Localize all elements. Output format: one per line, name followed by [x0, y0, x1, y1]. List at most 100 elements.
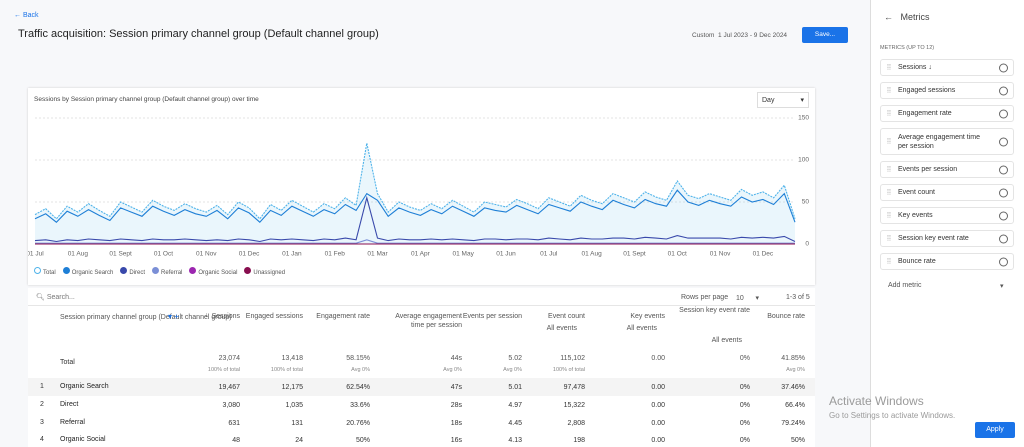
row-cell: 19,467	[218, 384, 240, 391]
legend-swatch	[244, 267, 252, 274]
metric-item[interactable]: Event count ⁞⁞	[880, 184, 1014, 201]
column-header: Events per session	[462, 313, 522, 320]
metric-item[interactable]: Average engagement time per session ⁞⁞	[880, 128, 1014, 155]
x-tick-label: 01 Oct	[154, 251, 173, 258]
x-tick-label: 01 Sept	[623, 251, 646, 258]
drag-handle: ⁞⁞	[887, 235, 891, 242]
add-metric[interactable]: Add metric ▾	[888, 282, 1004, 290]
legend-swatch	[120, 267, 128, 274]
search[interactable]: 🔍︎ Search...	[36, 294, 75, 301]
legend-label: Organic Search	[71, 270, 114, 276]
row-cell: 4.45	[508, 420, 522, 427]
total-cell: 13,418	[281, 355, 303, 362]
legend-item[interactable]: Total	[34, 267, 56, 276]
x-tick-label: 01 Aug	[68, 251, 89, 258]
chart: 0 50 100 150 01 Jul 01 Aug 01 Sept 01 Oct 01 Nov…	[28, 115, 810, 258]
row-cell: 50%	[790, 437, 805, 444]
column-header: Bounce rate	[767, 313, 805, 320]
y-tick-label: 100	[798, 157, 809, 164]
x-tick-label: 01 Sept	[109, 251, 132, 258]
row-cell: 66.4%	[785, 402, 805, 409]
granularity-select[interactable]: Day ▾	[757, 92, 809, 108]
legend-item[interactable]: Organic Search	[62, 267, 114, 276]
drag-handle: ⁞⁞	[887, 166, 891, 173]
x-tick-label: 01 Jan	[282, 251, 302, 258]
x-tick-label: 01 Dec	[239, 251, 260, 258]
row-cell: 62.54%	[346, 384, 370, 391]
rows-per-page-label: Rows per page	[681, 294, 729, 301]
legend-label: Total	[43, 270, 56, 276]
divider	[28, 305, 815, 306]
metric-item[interactable]: Bounce rate ⁞⁞	[880, 253, 1014, 270]
series-line	[34, 195, 796, 243]
remove-icon	[999, 211, 1008, 220]
row-number: 3	[40, 419, 44, 426]
remove-icon	[999, 165, 1008, 174]
row-cell: 0%	[739, 384, 750, 391]
legend-label: Referral	[161, 270, 183, 276]
remove-icon	[999, 137, 1008, 146]
total-cell: 44s	[450, 355, 462, 362]
legend-item[interactable]: Direct	[120, 267, 145, 276]
drag-handle: ⁞⁞	[887, 64, 891, 71]
total-sub: Avg 0%	[443, 367, 462, 373]
metric-item[interactable]: Session key event rate ⁞⁞	[880, 230, 1014, 247]
total-sub: 100% of total	[207, 367, 240, 373]
legend-swatch	[152, 267, 160, 274]
apply-button[interactable]: Apply	[975, 422, 1015, 438]
row-cell: 37.46%	[781, 384, 805, 391]
save-button[interactable]: Save...	[802, 27, 848, 43]
legend-item[interactable]: Referral	[152, 267, 182, 276]
row-cell: 0.00	[651, 420, 665, 427]
legend-item[interactable]: Organic Social	[189, 267, 237, 276]
row-cell: 48	[232, 437, 240, 444]
metric-label: Bounce rate	[898, 258, 936, 265]
metric-label: Average engagement time per session	[898, 133, 980, 150]
metric-item[interactable]: Events per session ⁞⁞	[880, 161, 1014, 178]
row-cell: 631	[228, 420, 240, 427]
page-title: Traffic acquisition: Session primary cha…	[18, 28, 379, 40]
drag-handle: ⁞⁞	[887, 138, 891, 145]
metric-label: Sessions ↓	[898, 64, 932, 71]
x-tick-label: 01 May	[453, 251, 475, 258]
date-range[interactable]: Custom 1 Jul 2023 - 9 Dec 2024	[692, 32, 787, 39]
remove-icon	[999, 109, 1008, 118]
row-cell: 1,035	[285, 402, 303, 409]
total-sub: 100% of total	[552, 367, 585, 373]
row-cell: 131	[291, 420, 303, 427]
legend-swatch	[34, 267, 41, 274]
row-cell: 0.00	[651, 384, 665, 391]
row-cell: 0.00	[651, 437, 665, 444]
total-cell: 41.85%	[781, 355, 805, 362]
x-tick-label: 01 Nov	[710, 251, 731, 258]
rows-per-page[interactable]: 10 ▾	[736, 295, 759, 302]
add-metric-text: Add metric	[888, 282, 922, 289]
row-cell: 20.76%	[346, 420, 370, 427]
panel-title: Metrics	[900, 12, 930, 22]
x-tick-label: 01 Nov	[196, 251, 217, 258]
sort-icon: ↓	[205, 312, 209, 319]
column-subheader: All events	[546, 325, 577, 332]
series-line	[34, 143, 796, 220]
column-header: Key events	[630, 313, 665, 320]
panel-section: METRICS (UP TO 12)	[880, 45, 935, 51]
remove-icon	[999, 257, 1008, 266]
total-sub: Avg 0%	[351, 367, 370, 373]
metric-item[interactable]: Engaged sessions ⁞⁞	[880, 82, 1014, 99]
row-cell: 79.24%	[781, 420, 805, 427]
metric-item[interactable]: Engagement rate ⁞⁞	[880, 105, 1014, 122]
row-cell: 4.97	[508, 402, 522, 409]
rows-per-page-value: 10	[736, 295, 744, 302]
row-cell: 3,080	[222, 402, 240, 409]
metric-item[interactable]: Key events ⁞⁞	[880, 207, 1014, 224]
y-tick-label: 50	[802, 199, 810, 206]
row-cell: 0.00	[651, 402, 665, 409]
row-cell: 24	[295, 437, 303, 444]
remove-icon	[999, 234, 1008, 243]
metric-item[interactable]: Sessions ↓ ⁞⁞	[880, 59, 1014, 76]
row-cell: 0%	[739, 420, 750, 427]
legend-item[interactable]: Unassigned	[244, 267, 285, 276]
back-link[interactable]: ← Back	[14, 12, 39, 19]
row-cell: 33.6%	[350, 402, 370, 409]
header-icons: ▾ +	[168, 312, 179, 321]
